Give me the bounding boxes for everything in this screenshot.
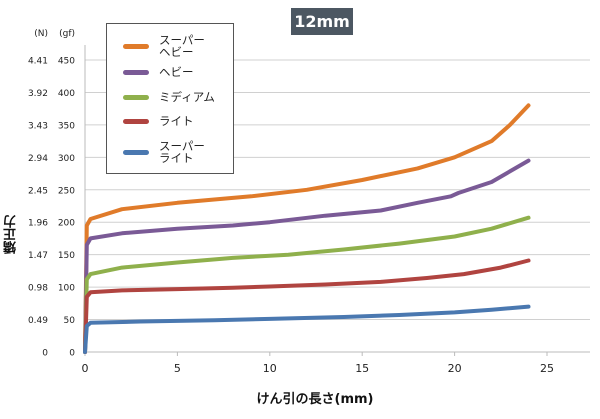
- legend-swatch: [123, 149, 149, 155]
- y-tick-label-n: 3.43: [28, 121, 48, 131]
- legend-item: ミディアム: [123, 91, 215, 103]
- y-tick-label-n: 2.45: [28, 186, 48, 196]
- legend-item: ライト: [123, 115, 194, 127]
- legend-label: ライト: [159, 114, 194, 128]
- y-tick-label-n: 0: [42, 349, 48, 359]
- y-tick-label-gf: 200: [58, 219, 75, 229]
- x-tick-label: 15: [355, 362, 369, 375]
- x-tick-label: 5: [174, 362, 181, 375]
- y-tick-label-gf: 400: [58, 89, 75, 99]
- x-tick-label: 10: [263, 362, 277, 375]
- legend-item: ヘビー: [123, 66, 194, 78]
- y-unit-n: (N): [34, 29, 48, 39]
- legend-label: スーパー ヘビー: [159, 33, 205, 59]
- x-tick-label: 20: [448, 362, 462, 375]
- series-line-3: [83, 258, 531, 354]
- legend-swatch: [123, 118, 149, 124]
- y-tick-label-n: 3.92: [28, 89, 48, 99]
- y-tick-label-gf: 0: [69, 349, 75, 359]
- y-tick-label-gf: 150: [58, 251, 75, 261]
- y-tick-label-gf: 250: [58, 186, 75, 196]
- legend-label: スーパー ライト: [159, 139, 205, 165]
- y-tick-label-n: 1.47: [28, 251, 48, 261]
- x-axis-label: けん引の長さ(mm): [256, 392, 374, 407]
- y-tick-label-gf: 350: [58, 121, 75, 131]
- y-tick-label-n: 4.41: [28, 57, 48, 67]
- series-line-2: [83, 215, 531, 354]
- y-tick-label-n: 2.94: [28, 154, 48, 164]
- chart-title: 12mm: [291, 8, 353, 35]
- legend-item: スーパー ヘビー: [123, 34, 205, 58]
- series-line-4: [83, 304, 531, 354]
- y-tick-label-n: 0.98: [28, 284, 48, 294]
- y-tick-label-gf: 50: [64, 316, 76, 326]
- y-tick-label-n: 0.49: [28, 316, 48, 326]
- x-tick-label: 0: [82, 362, 89, 375]
- y-tick-label-gf: 100: [58, 284, 75, 294]
- legend-swatch: [123, 43, 149, 49]
- legend-swatch: [123, 69, 149, 75]
- legend-label: ヘビー: [159, 65, 194, 79]
- series-line-0: [83, 103, 531, 354]
- legend-swatch: [123, 94, 149, 100]
- y-tick-label-gf: 300: [58, 154, 75, 164]
- y-tick-label-gf: 450: [58, 57, 75, 67]
- y-axis-label: 矯正力: [4, 215, 19, 254]
- legend-item: スーパー ライト: [123, 140, 205, 164]
- legend-label: ミディアム: [159, 90, 215, 104]
- series-line-1: [83, 158, 531, 354]
- y-unit-gf: (gf): [59, 29, 75, 39]
- legend: スーパー ヘビーヘビーミディアムライトスーパー ライト: [106, 23, 234, 174]
- x-tick-label: 25: [540, 362, 554, 375]
- y-tick-label-n: 1.96: [28, 219, 48, 229]
